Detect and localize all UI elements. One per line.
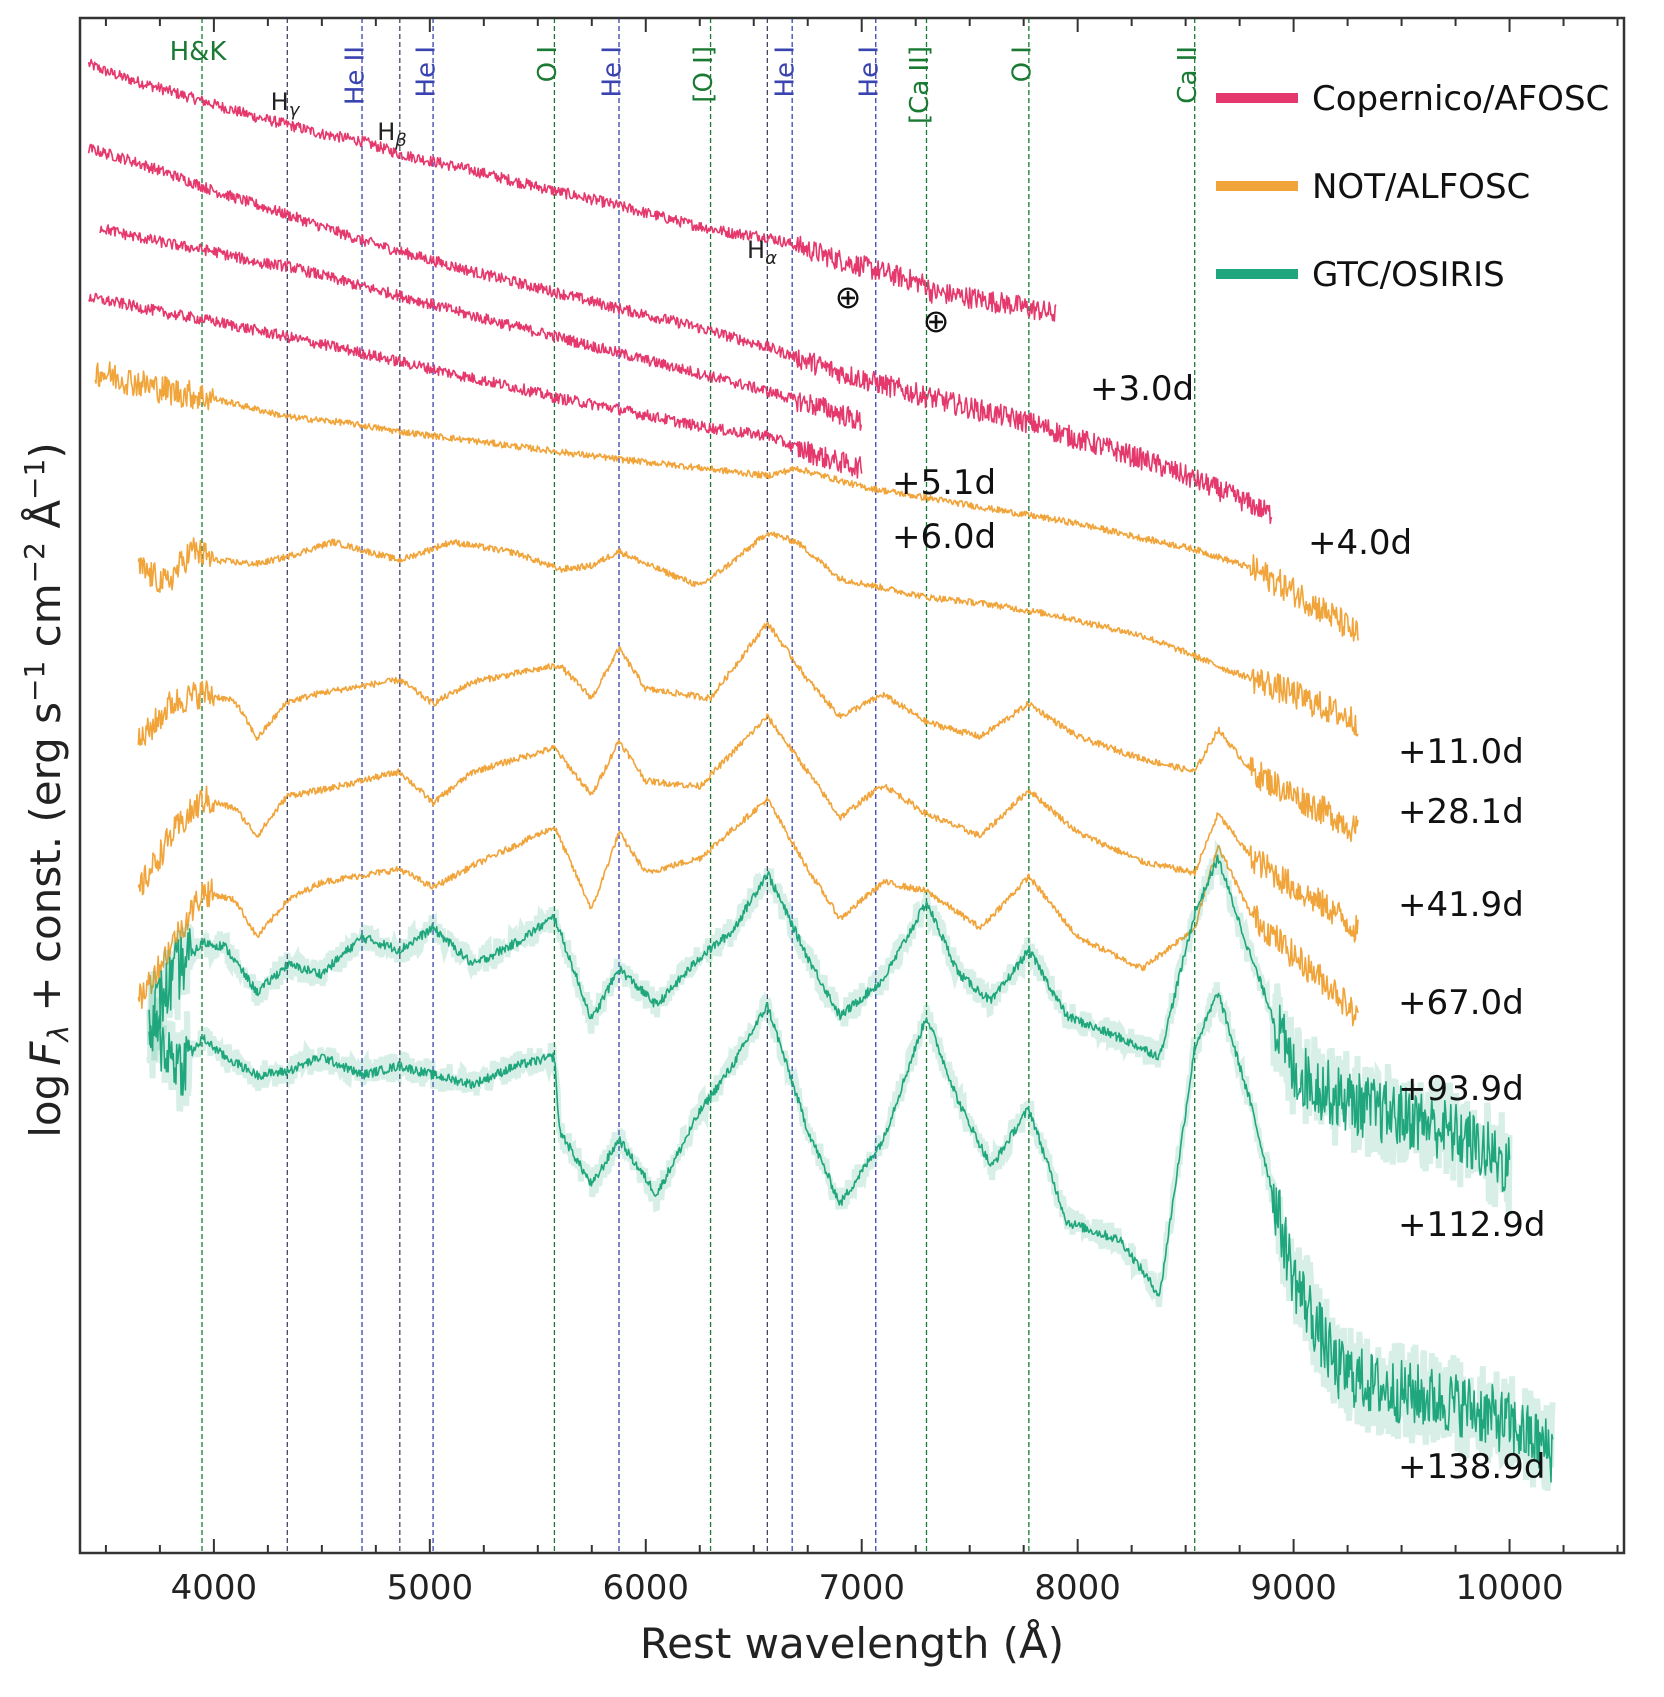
series-line-2 xyxy=(98,224,863,431)
x-tick-label-0: 4000 xyxy=(171,1568,258,1608)
epoch-labels: +3.0d +4.0d +5.1d +6.0d +11.0d +28.1d +41.9d +6… xyxy=(892,369,1545,1487)
x-tick-label-6: 10000 xyxy=(1455,1568,1563,1608)
x-tick-label-3: 7000 xyxy=(818,1568,905,1608)
series-line-8 xyxy=(137,795,1359,1027)
series-line-5 xyxy=(137,531,1359,737)
balmer-label-0: Hγ xyxy=(271,88,301,121)
series-line-3 xyxy=(87,292,863,479)
series-line-0 xyxy=(87,58,1057,322)
epoch-label-1: +4.0d xyxy=(1308,523,1412,563)
epoch-label-7: +67.0d xyxy=(1398,983,1524,1023)
line-id-label-9: O I xyxy=(1007,46,1037,82)
legend-label-0: Copernico/AFOSC xyxy=(1312,79,1609,119)
epoch-label-9: +112.9d xyxy=(1398,1205,1545,1245)
legend-label-2: GTC/OSIRIS xyxy=(1312,255,1505,295)
epoch-label-8: +93.9d xyxy=(1398,1069,1524,1109)
y-axis-title-f: F xyxy=(21,1041,70,1066)
y-axis-title-exp2: −2 xyxy=(18,542,51,583)
plot-frame xyxy=(78,16,1626,1555)
line-id-label-6: He I xyxy=(771,46,801,97)
line-id-label-0: H&K xyxy=(170,37,228,67)
y-axis-title-close: ) xyxy=(21,442,70,458)
x-tick-label-1: 5000 xyxy=(387,1568,474,1608)
y-axis-title-cm: cm xyxy=(21,583,70,660)
axes: 4000 5000 6000 7000 8000 9000 10000 xyxy=(78,16,1626,1608)
y-axis-title-unit: + const. (erg s xyxy=(21,702,70,1025)
x-axis-title: Rest wavelength (Å) xyxy=(640,1618,1064,1668)
x-tick-label-2: 6000 xyxy=(603,1568,690,1608)
series-line-10 xyxy=(148,992,1554,1483)
telluric-icon-0: ⊕ xyxy=(835,278,862,316)
series-line-7 xyxy=(137,713,1359,943)
line-id-label-4: He I xyxy=(597,46,627,97)
epoch-label-0: +3.0d xyxy=(1090,369,1194,409)
y-axis-title-angstrom: Å xyxy=(20,500,70,542)
line-id-label-10: Ca II xyxy=(1173,46,1203,104)
line-id-label-7: He I xyxy=(854,46,884,97)
epoch-label-2: +5.1d xyxy=(892,463,996,503)
telluric-icon-1: ⊕ xyxy=(923,302,950,340)
y-axis-title-exp3: −1 xyxy=(18,459,51,500)
x-tick-label-5: 9000 xyxy=(1250,1568,1337,1608)
series-raw-10 xyxy=(146,981,1556,1492)
balmer-label-1: Hβ xyxy=(377,118,407,151)
line-id-label-8: [Ca II] xyxy=(905,46,935,124)
epoch-label-4: +11.0d xyxy=(1398,732,1524,772)
epoch-label-3: +6.0d xyxy=(892,517,996,557)
legend-label-1: NOT/ALFOSC xyxy=(1312,167,1530,207)
epoch-label-6: +41.9d xyxy=(1398,885,1524,925)
legend: Copernico/AFOSC NOT/ALFOSC GTC/OSIRIS xyxy=(1216,79,1609,295)
line-id-label-5: [O I] xyxy=(689,46,719,103)
line-id-labels: H&K He II He I O I He I [O I] He I He I [Ca II] O… xyxy=(170,37,1204,340)
y-axis-title: logFλ + const. (erg s−1 cm−2 Å−1) xyxy=(18,442,75,1137)
spectra-series xyxy=(87,58,1556,1492)
y-axis-title-log: log xyxy=(21,1074,70,1138)
balmer-label-2: Hα xyxy=(747,236,777,269)
line-id-label-1: He II xyxy=(341,46,371,105)
line-id-label-3: O I xyxy=(533,46,563,82)
series-line-1 xyxy=(87,143,1273,525)
y-axis-title-lambda: λ xyxy=(42,1025,75,1044)
y-axis-title-exp1: −1 xyxy=(18,661,51,702)
series-line-6 xyxy=(137,621,1359,843)
series-line-9 xyxy=(148,854,1511,1193)
series-line-4 xyxy=(94,361,1359,642)
line-id-label-2: He I xyxy=(412,46,442,97)
epoch-label-5: +28.1d xyxy=(1398,792,1524,832)
epoch-label-10: +138.9d xyxy=(1398,1447,1545,1487)
x-tick-label-4: 8000 xyxy=(1034,1568,1121,1608)
